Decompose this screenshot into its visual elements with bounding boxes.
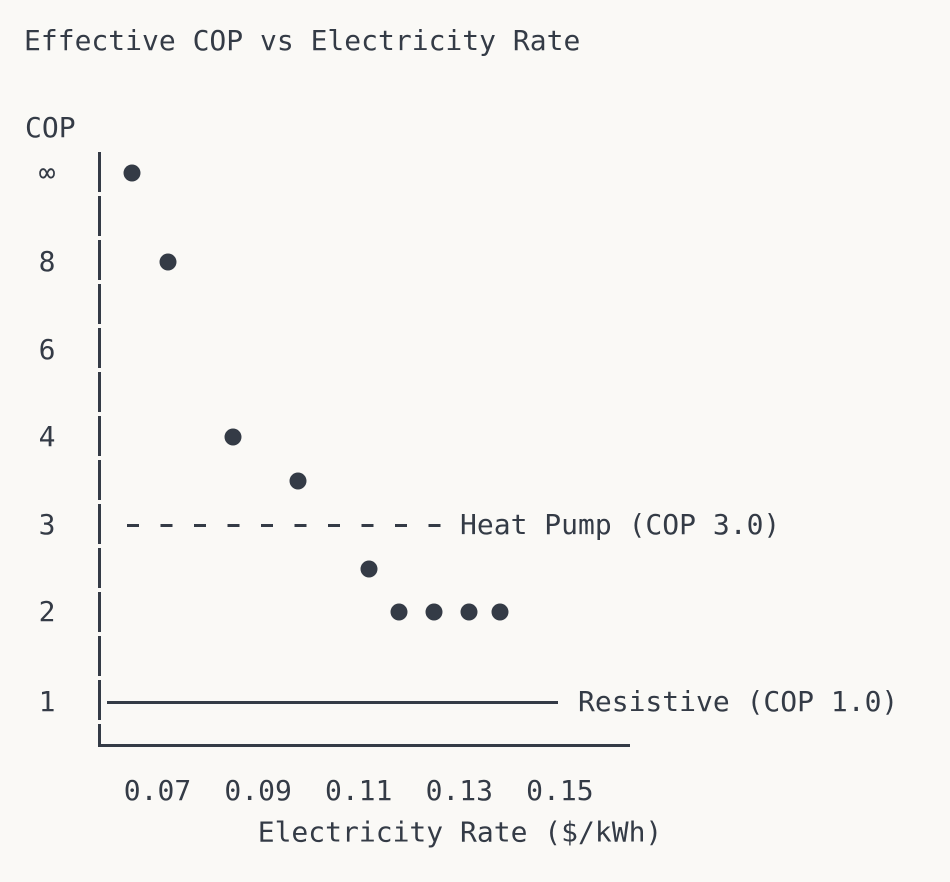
data-point [460,603,478,621]
resistive-line [107,700,558,704]
y-tick-label: 6 [38,333,56,366]
x-tick-label: 0.15 [526,774,594,807]
y-tick-label: 4 [38,420,56,453]
y-tick-label: 3 [38,508,56,541]
data-point [360,560,378,577]
x-tick-label: 0.09 [224,774,292,807]
resistive-label: Resistive (COP 1.0) [578,685,899,718]
y-axis-title: COP [25,111,76,144]
x-tick-label: 0.13 [425,774,494,807]
data-point [425,603,443,621]
x-tick-label: 0.11 [324,774,393,807]
data-point [224,428,242,446]
data-point [289,472,307,490]
x-axis-title: Electricity Rate ($/kWh) [257,815,663,849]
y-tick-label: 1 [38,685,56,718]
y-tick-label: 8 [38,245,56,278]
y-tick-label: ∞ [38,156,56,189]
heat-pump-line [127,523,443,527]
y-tick-label: 2 [38,595,56,628]
heat-pump-label: Heat Pump (COP 3.0) [460,508,781,541]
data-point [491,603,509,621]
data-point [390,603,408,621]
x-axis-line [98,744,630,747]
x-tick-label: 0.07 [123,774,192,807]
chart-title: Effective COP vs Electricity Rate [24,24,581,57]
data-point [123,164,141,182]
y-axis-line [98,152,101,746]
data-point [159,253,177,271]
